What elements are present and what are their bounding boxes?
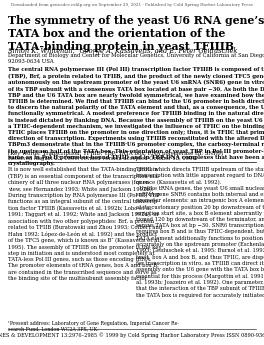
Text: 2976    GENES & DEVELOPMENT 13:2976–2985 © 1999 by Cold Spring Harbor Laboratory: 2976 GENES & DEVELOPMENT 13:2976–2985 © … [0, 332, 264, 338]
Text: Downloaded from genesdev.cshlp.org on September 29, 2021 - Published by Cold Spr: Downloaded from genesdev.cshlp.org on Se… [11, 3, 253, 7]
Text: Department of Biology and Center for Molecular Genetics, University of Californi: Department of Biology and Center for Mol… [8, 53, 264, 64]
Text: [Key Words: Transcription; TFIIIB; TBP; TATA box; RNA polymerase III; SNR6]: [Key Words: Transcription; TFIIIB; TBP; … [8, 151, 223, 156]
Text: The central RNA polymerase III (Pol III) transcription factor TFIIIB is composed: The central RNA polymerase III (Pol III)… [8, 67, 264, 166]
Text: Received August 23, 1999; revised version accepted October 13, 1999.: Received August 23, 1999; revised versio… [8, 156, 197, 161]
Text: ¹Present address: Laboratory of Gene Regulation, Imperial Cancer Re-
search Fund: ¹Present address: Laboratory of Gene Reg… [8, 321, 179, 332]
Text: It is now well established that the TATA-binding protein
(TBP) is an essential c: It is now well established that the TATA… [8, 167, 162, 281]
Text: TFIIC, which directs TFIIIB upstream of the start site of
transcription with lit: TFIIC, which directs TFIIIB upstream of … [136, 167, 264, 298]
Text: The symmetry of the yeast U6 RNA gene’s
TATA box and the orientation of the
TATA: The symmetry of the yeast U6 RNA gene’s … [8, 15, 264, 52]
Text: Simon K. Whitehall,¹ George A. Kassavetis, and E. Peter Geiduschek: Simon K. Whitehall,¹ George A. Kassaveti… [8, 47, 237, 55]
